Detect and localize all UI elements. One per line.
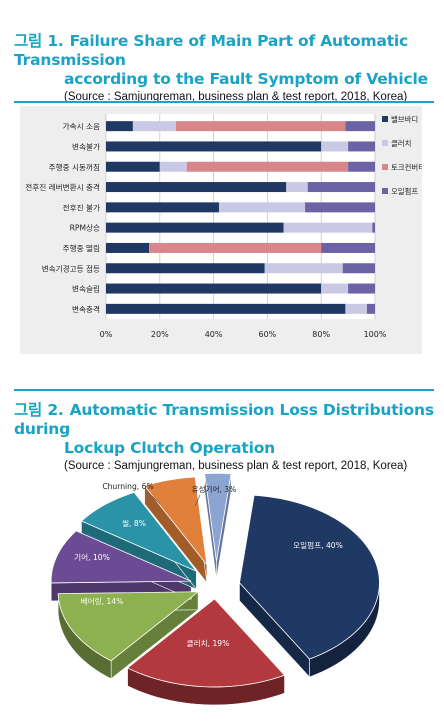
bar-segment (106, 242, 150, 253)
legend-label: 오일펌프 (391, 187, 418, 196)
x-tick-label: 0% (100, 330, 113, 339)
figure2-title-line1: Automatic Transmission Loss Distribution… (14, 401, 434, 438)
pie-slice-label: Churning, 6% (102, 482, 153, 491)
x-tick-label: 40% (205, 330, 223, 339)
category-label: 변속불가 (72, 142, 100, 151)
figure2-title-line2: Lockup Clutch Operation (64, 439, 275, 457)
bar-segment (366, 303, 375, 314)
bar-segment (218, 202, 306, 213)
bar-segment (348, 283, 375, 294)
category-label: 가속시 소음 (63, 122, 100, 131)
legend-swatch (382, 188, 388, 194)
pie-slice-label: 유성기어, 3% (192, 484, 237, 494)
bar-segment (132, 121, 176, 132)
figure2-source: (Source : Samjungreman, business plan & … (64, 460, 408, 472)
bar-segment (106, 283, 322, 294)
leader-line (194, 494, 201, 507)
figure1-rule (14, 101, 434, 103)
category-label: 변속기경고등 점등 (42, 263, 100, 273)
pie-slice (143, 476, 208, 567)
bar-segment (186, 161, 349, 172)
legend-label: 밸브바디 (391, 115, 418, 124)
figure2-header: 그림 2. Automatic Transmission Loss Distrib… (14, 401, 434, 472)
bar-segment (307, 182, 375, 193)
pie-slice-label: 오일펌프, 40% (293, 540, 343, 550)
category-label: 전후진 레버변환시 충격 (25, 182, 100, 192)
figure2-number: 그림 2. (14, 401, 64, 419)
bar-segment (345, 121, 375, 132)
bar-segment (106, 161, 160, 172)
pie-slice-label: 기어, 10% (74, 552, 110, 562)
pie-slice-label: 베어링, 14% (81, 596, 124, 606)
bar-segment (106, 141, 322, 152)
bar-segment (175, 121, 346, 132)
bar-segment (106, 222, 284, 233)
figure1-title: 그림 1. Failure Share of Main Part of Autom… (14, 32, 434, 70)
bar-segment (106, 202, 219, 213)
pie-slice-label: 씰, 8% (122, 518, 146, 528)
bar-segment (106, 303, 346, 314)
legend-label: 클러치 (391, 139, 411, 148)
pie-chart: 오일펌프, 40% 클러치, 19% 베어링, 14% 기어, 10% 씰, 8% Chu… (50, 472, 380, 706)
bar-segment (305, 202, 375, 213)
bar-segment (264, 263, 343, 274)
category-label: 변속충격 (72, 304, 100, 314)
bar-segment (159, 161, 187, 172)
bar-segment (283, 222, 373, 233)
bar-segment (321, 242, 375, 253)
category-label: 전후진 불가 (63, 202, 100, 212)
bar-segment (372, 222, 375, 233)
pie-slice (239, 494, 380, 660)
category-label: 주행중 떨림 (63, 243, 100, 253)
category-label: RPM상승 (70, 223, 100, 233)
pie-slice (80, 491, 197, 572)
bar-segment (348, 141, 375, 152)
pie-slice (57, 591, 200, 662)
x-tick-label: 80% (312, 330, 330, 339)
bar-segment (348, 161, 375, 172)
bar-segment (106, 263, 265, 274)
x-tick-label: 60% (259, 330, 277, 339)
bar-segment (345, 303, 367, 314)
legend-swatch (382, 116, 388, 122)
bar-segment (321, 141, 349, 152)
category-label: 변속슬립 (72, 285, 100, 294)
figure2-title: 그림 2. Automatic Transmission Loss Distrib… (14, 401, 434, 439)
figure2-rule (14, 389, 434, 391)
figure1-header: 그림 1. Failure Share of Main Part of Autom… (14, 32, 434, 103)
figure1-title-line1: Failure Share of Main Part of Automatic … (14, 32, 409, 69)
legend-swatch (382, 140, 388, 146)
bar-segment (106, 121, 133, 132)
legend-label: 토크컨버터 (391, 163, 422, 172)
bar-segment (321, 283, 349, 294)
pie-slice-label: 클러치, 19% (187, 639, 230, 648)
bar-segment (106, 182, 287, 193)
category-label: 주행중 시동꺼짐 (49, 162, 100, 172)
bar-segment (149, 242, 322, 253)
pie-slice (50, 530, 192, 584)
x-tick-label: 20% (151, 330, 169, 339)
figure1-number: 그림 1. (14, 32, 64, 50)
pie-slice (204, 472, 232, 562)
figure1-title-line2: according to the Fault Symptom of Vehicl… (64, 70, 428, 88)
pie-slice (126, 598, 286, 688)
x-tick-label: 100% (364, 330, 387, 339)
legend-swatch (382, 164, 388, 170)
figure1-source: (Source : Samjungreman, business plan & … (64, 91, 408, 103)
bar-segment (342, 263, 375, 274)
bar-segment (286, 182, 308, 193)
leader-line (147, 491, 161, 505)
